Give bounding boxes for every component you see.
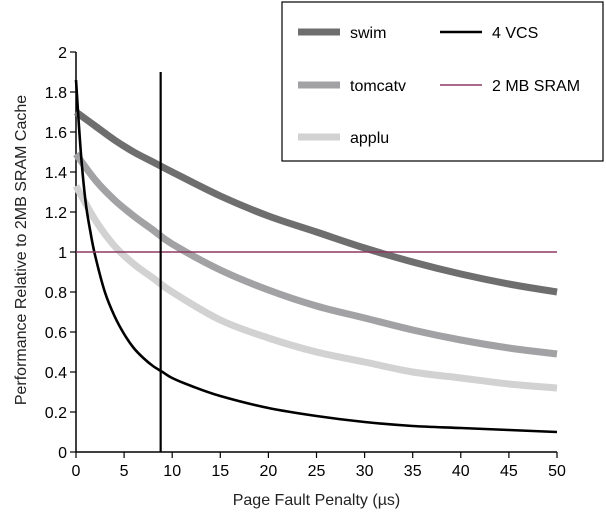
- series-line-swim: [73, 109, 558, 296]
- x-tick-label: 15: [211, 463, 229, 480]
- x-ticks: 0 5 10 15 20 25 30 35 40 45 50: [72, 452, 566, 480]
- x-tick-label: 50: [548, 463, 566, 480]
- y-tick-label: 0: [58, 445, 67, 462]
- series-line-tomcatv: [73, 151, 558, 358]
- x-tick-label: 10: [163, 463, 181, 480]
- x-tick-label: 30: [356, 463, 374, 480]
- plot-area: 0 5 10 15 20 25 30 35 40 45 50 0 0.2 0.4 0.6 0.8 1 1.2 1.…: [45, 45, 566, 480]
- series-layer: [72, 79, 558, 434]
- legend-label-applu: applu: [350, 130, 389, 147]
- y-tick-label: 1.8: [45, 85, 67, 102]
- y-tick-label: 1.2: [45, 205, 67, 222]
- legend-label-tomcatv: tomcatv: [350, 78, 406, 95]
- x-tick-label: 5: [120, 463, 129, 480]
- y-tick-label: 1: [58, 245, 67, 262]
- y-axis-label: Performance Relative to 2MB SRAM Cache: [13, 95, 30, 405]
- y-tick-label: 0.2: [45, 405, 67, 422]
- legend-label-swim: swim: [350, 25, 386, 42]
- x-tick-label: 35: [404, 463, 422, 480]
- x-tick-label: 20: [260, 463, 278, 480]
- x-tick-label: 40: [452, 463, 470, 480]
- y-tick-label: 1.4: [45, 165, 67, 182]
- y-tick-label: 0.6: [45, 325, 67, 342]
- series-line-applu: [72, 184, 558, 392]
- y-tick-label: 2: [58, 45, 67, 62]
- x-tick-label: 45: [500, 463, 518, 480]
- legend-label-4-vcs: 4 VCS: [492, 25, 538, 42]
- legend: swim tomcatv applu 4 VCS 2 MB SRAM: [281, 1, 604, 162]
- y-tick-label: 0.8: [45, 285, 67, 302]
- x-tick-label: 25: [308, 463, 326, 480]
- y-ticks: 0 0.2 0.4 0.6 0.8 1 1.2 1.4 1.6 1.8 2: [45, 45, 76, 462]
- x-axis-label: Page Fault Penalty (µs): [233, 492, 401, 509]
- x-tick-label: 0: [72, 463, 81, 480]
- y-tick-label: 0.4: [45, 365, 67, 382]
- y-tick-label: 1.6: [45, 125, 67, 142]
- series-line-4-vcs: [74, 79, 558, 434]
- legend-label-2-mb-sram: 2 MB SRAM: [492, 78, 580, 95]
